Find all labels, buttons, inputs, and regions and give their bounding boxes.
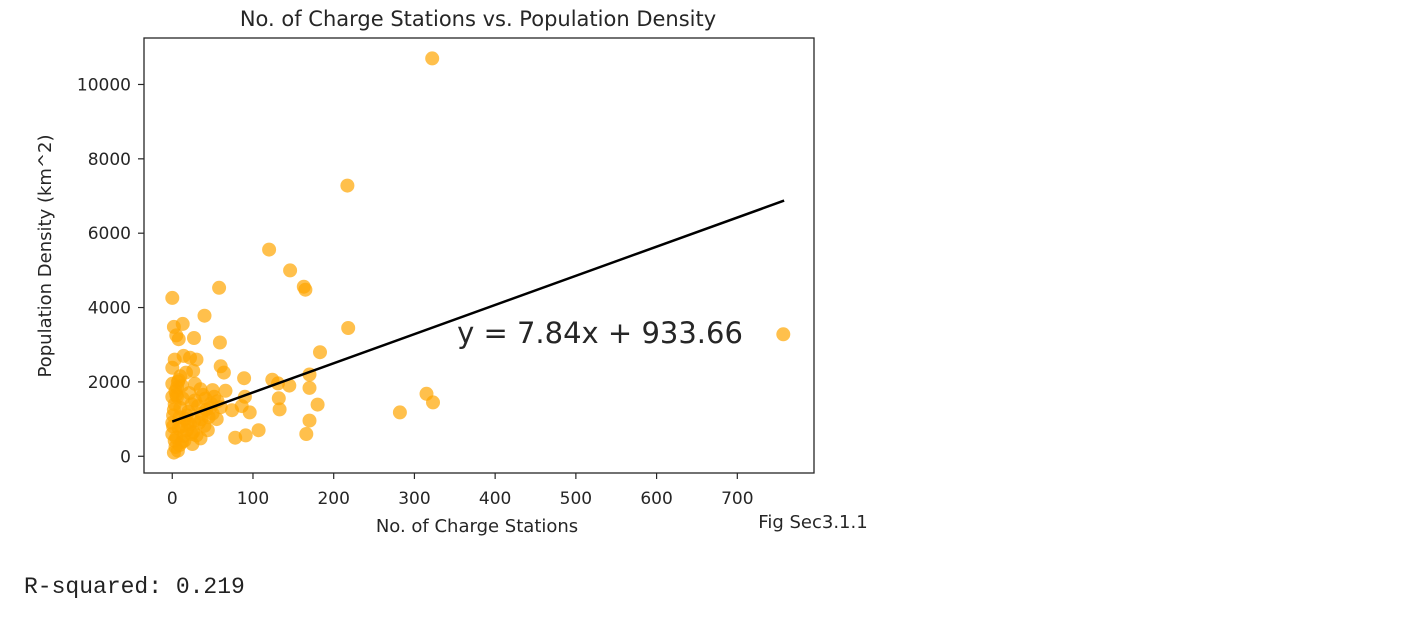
data-point [197,308,212,323]
y-tick-label: 0 [120,447,131,467]
data-point [171,332,186,347]
data-point [194,412,209,427]
chart-title: No. of Charge Stations vs. Population De… [240,7,716,31]
data-point [216,365,231,380]
data-point [166,402,181,417]
plot-frame [143,37,815,474]
data-point [189,352,204,367]
x-tick-label: 0 [167,489,178,509]
data-point [212,280,227,295]
data-point [238,428,253,443]
data-point [187,376,202,391]
x-tick-label: 200 [317,489,349,509]
y-tick-label: 10000 [77,75,131,95]
data-point [262,242,277,257]
data-point [340,178,355,193]
data-point [425,51,440,66]
x-tick-label: 700 [721,489,753,509]
data-point [170,374,185,389]
regression-line [171,199,785,423]
data-point [298,282,313,297]
x-tick-label: 600 [640,489,672,509]
data-point [228,430,243,445]
y-tick-label: 4000 [88,299,131,319]
data-point [237,371,252,386]
scatter-points [165,51,791,460]
data-point [179,423,194,438]
data-point [165,290,180,305]
data-point [209,412,224,427]
x-tick-label: 500 [560,489,592,509]
data-point [170,389,185,404]
y-axis-ticks: 0 2000 4000 6000 8000 10000 [77,75,144,467]
x-axis-ticks: 0 100 200 300 400 500 600 700 [167,473,754,509]
data-point [341,321,356,335]
data-point [302,413,317,428]
data-point [172,438,187,453]
y-tick-label: 8000 [88,150,131,170]
data-point [299,427,314,441]
x-tick-label: 400 [479,489,511,509]
data-point [166,419,181,434]
data-point [283,263,298,278]
regression-line-layer [171,199,785,423]
data-point [272,402,287,417]
data-point [251,423,266,438]
y-tick-label: 6000 [88,224,131,244]
y-axis-label: Population Density (km^2) [35,135,56,378]
data-point [186,363,201,378]
data-point [313,345,327,360]
figure-caption: Fig Sec3.1.1 [758,512,867,533]
data-point [212,335,227,350]
x-axis-label: No. of Charge Stations [376,516,578,537]
data-point [167,352,182,367]
data-point [310,397,325,412]
data-point [187,331,201,345]
data-point [271,391,286,406]
data-point [218,383,233,398]
data-point [302,380,317,395]
x-tick-label: 300 [398,489,430,509]
data-point [225,403,239,418]
data-point [282,378,297,393]
x-tick-label: 100 [237,489,269,509]
data-point [242,405,257,420]
r-squared-output: R-squared: 0.219 [24,574,245,600]
data-point [776,327,791,342]
y-tick-label: 2000 [88,373,131,393]
regression-equation: y = 7.84x + 933.66 [457,316,743,350]
data-point [426,395,440,410]
data-point [392,405,407,420]
